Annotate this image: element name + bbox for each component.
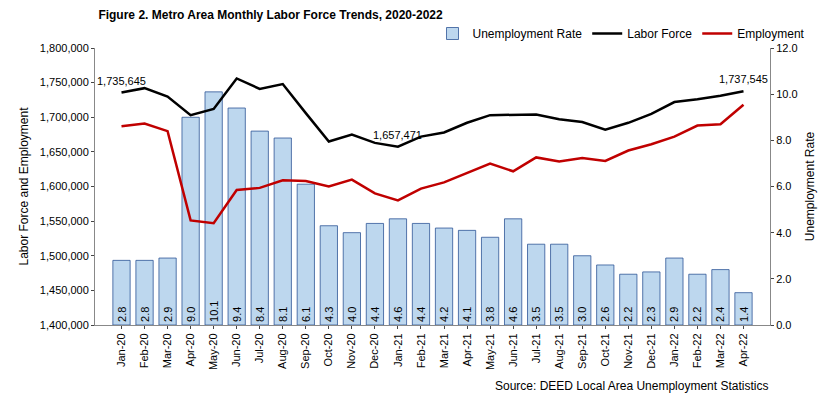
svg-text:1,800,000: 1,800,000 (40, 42, 89, 54)
svg-text:4.4: 4.4 (415, 307, 427, 322)
svg-text:9.0: 9.0 (185, 307, 197, 322)
svg-text:4.6: 4.6 (507, 307, 519, 322)
svg-text:Mar-21: Mar-21 (438, 333, 450, 368)
svg-text:1,400,000: 1,400,000 (40, 319, 89, 331)
svg-text:Dec-20: Dec-20 (368, 333, 380, 368)
svg-text:8.0: 8.0 (776, 134, 791, 146)
svg-text:Apr-22: Apr-22 (737, 333, 749, 366)
svg-text:2.8: 2.8 (116, 307, 128, 322)
svg-text:Mar-22: Mar-22 (714, 333, 726, 368)
svg-text:2.9: 2.9 (668, 307, 680, 322)
svg-text:2.6: 2.6 (599, 307, 611, 322)
svg-text:Jan-20: Jan-20 (115, 333, 127, 367)
svg-text:Jan-21: Jan-21 (392, 333, 404, 367)
svg-text:Labor Force: Labor Force (627, 27, 692, 41)
svg-text:Dec-21: Dec-21 (645, 333, 657, 368)
svg-text:Nov-20: Nov-20 (345, 333, 357, 368)
svg-text:6.0: 6.0 (776, 180, 791, 192)
svg-text:Nov-21: Nov-21 (622, 333, 634, 368)
svg-text:9.4: 9.4 (231, 307, 243, 322)
svg-text:May-21: May-21 (484, 333, 496, 370)
svg-text:4.0: 4.0 (776, 227, 791, 239)
svg-text:1,550,000: 1,550,000 (40, 215, 89, 227)
svg-text:Jun-21: Jun-21 (507, 333, 519, 367)
svg-text:4.3: 4.3 (323, 307, 335, 322)
svg-text:4.2: 4.2 (438, 307, 450, 322)
svg-text:Sep-21: Sep-21 (576, 333, 588, 368)
svg-text:10.1: 10.1 (208, 301, 220, 322)
svg-text:3.5: 3.5 (530, 307, 542, 322)
svg-text:Mar-20: Mar-20 (161, 333, 173, 368)
svg-text:1,650,000: 1,650,000 (40, 146, 89, 158)
svg-text:Labor Force and Employment: Labor Force and Employment (17, 107, 31, 266)
svg-text:2.8: 2.8 (139, 307, 151, 322)
svg-text:4.1: 4.1 (461, 307, 473, 322)
svg-text:Unemployment Rate: Unemployment Rate (473, 27, 583, 41)
svg-text:Aug-20: Aug-20 (276, 333, 288, 368)
svg-text:3.8: 3.8 (484, 307, 496, 322)
svg-text:1,750,000: 1,750,000 (40, 76, 89, 88)
svg-text:Sep-20: Sep-20 (299, 333, 311, 368)
svg-text:3.5: 3.5 (553, 307, 565, 322)
svg-text:Employment: Employment (737, 27, 804, 41)
svg-text:Apr-21: Apr-21 (461, 333, 473, 366)
svg-text:Feb-22: Feb-22 (691, 333, 703, 368)
svg-text:3.0: 3.0 (576, 307, 588, 322)
svg-text:2.4: 2.4 (714, 307, 726, 322)
svg-text:4.4: 4.4 (369, 307, 381, 322)
svg-text:6.1: 6.1 (300, 307, 312, 322)
svg-text:1.4: 1.4 (738, 307, 750, 322)
svg-text:Feb-21: Feb-21 (415, 333, 427, 368)
svg-text:Oct-21: Oct-21 (599, 333, 611, 366)
svg-text:1,735,645: 1,735,645 (97, 75, 146, 87)
svg-text:Source: DEED Local Area Unempl: Source: DEED Local Area Unemployment Sta… (495, 379, 768, 393)
svg-text:1,737,545: 1,737,545 (719, 73, 768, 85)
svg-text:12.0: 12.0 (776, 42, 797, 54)
svg-text:Jul-20: Jul-20 (253, 333, 265, 363)
svg-text:4.6: 4.6 (392, 307, 404, 322)
svg-text:8.4: 8.4 (254, 307, 266, 322)
svg-text:Apr-20: Apr-20 (184, 333, 196, 366)
svg-text:2.3: 2.3 (645, 307, 657, 322)
svg-text:2.9: 2.9 (162, 307, 174, 322)
svg-text:4.0: 4.0 (346, 307, 358, 322)
svg-text:1,450,000: 1,450,000 (40, 284, 89, 296)
svg-text:1,500,000: 1,500,000 (40, 250, 89, 262)
svg-text:1,657,471: 1,657,471 (373, 129, 422, 141)
svg-text:Unemployment Rate: Unemployment Rate (803, 131, 817, 241)
svg-text:1,600,000: 1,600,000 (40, 180, 89, 192)
svg-text:2.0: 2.0 (776, 273, 791, 285)
svg-text:2.2: 2.2 (691, 307, 703, 322)
svg-text:May-20: May-20 (207, 333, 219, 370)
svg-text:Oct-20: Oct-20 (322, 333, 334, 366)
svg-text:1,700,000: 1,700,000 (40, 111, 89, 123)
svg-text:Feb-20: Feb-20 (138, 333, 150, 368)
svg-text:0.0: 0.0 (776, 319, 791, 331)
svg-text:10.0: 10.0 (776, 88, 797, 100)
svg-text:Aug-21: Aug-21 (553, 333, 565, 368)
svg-text:Jul-21: Jul-21 (530, 333, 542, 363)
svg-text:Figure 2. Metro Area Monthly L: Figure 2. Metro Area Monthly Labor Force… (98, 8, 443, 22)
svg-text:Jan-22: Jan-22 (668, 333, 680, 367)
svg-text:Jun-20: Jun-20 (230, 333, 242, 367)
svg-text:2.2: 2.2 (622, 307, 634, 322)
svg-text:8.1: 8.1 (277, 307, 289, 322)
